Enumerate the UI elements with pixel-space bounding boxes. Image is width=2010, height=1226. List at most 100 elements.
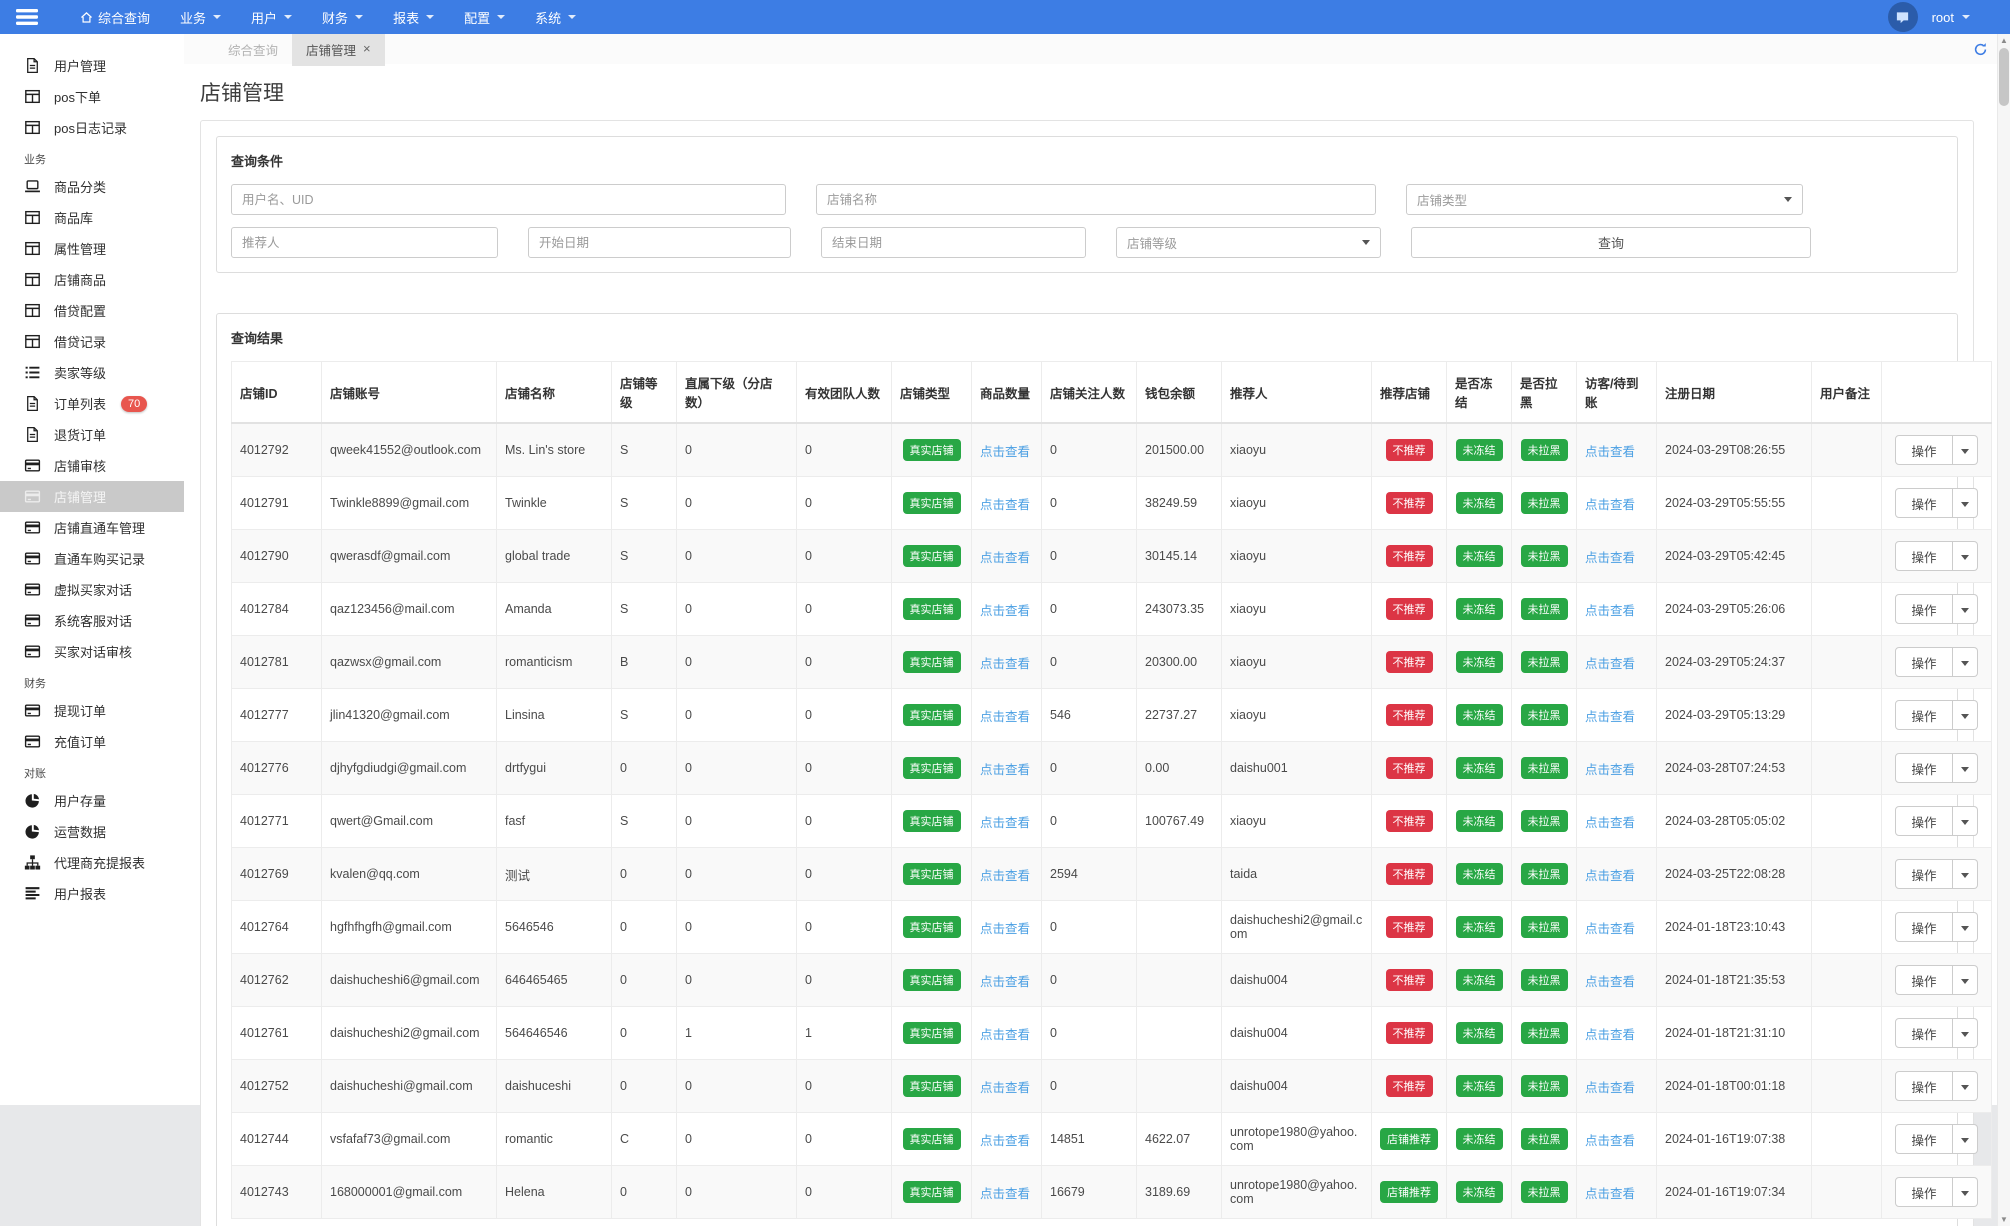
goods-count-link[interactable]: 点击查看 <box>980 762 1031 777</box>
sidebar-item-user-stock[interactable]: 用户存量 <box>0 785 184 816</box>
action-dropdown-button[interactable] <box>1952 1018 1978 1048</box>
visitor-link[interactable]: 点击查看 <box>1585 1186 1636 1201</box>
close-icon[interactable]: × <box>363 41 371 56</box>
scrollbar[interactable]: ▲ ▼ <box>1997 34 2010 1226</box>
user-menu[interactable]: root <box>1932 10 1970 25</box>
action-dropdown-button[interactable] <box>1952 912 1978 942</box>
visitor-link[interactable]: 点击查看 <box>1585 815 1636 830</box>
visitor-link[interactable]: 点击查看 <box>1585 762 1636 777</box>
sidebar-item-agent-recharge-report[interactable]: 代理商充提报表 <box>0 847 184 878</box>
action-button[interactable]: 操作 <box>1895 594 1953 624</box>
visitor-link[interactable]: 点击查看 <box>1585 656 1636 671</box>
action-button[interactable]: 操作 <box>1895 488 1953 518</box>
action-dropdown-button[interactable] <box>1952 700 1978 730</box>
nav-item-finance[interactable]: 财务 <box>322 8 364 27</box>
shop-name-input[interactable] <box>816 184 1376 215</box>
action-button[interactable]: 操作 <box>1895 1124 1953 1154</box>
goods-count-link[interactable]: 点击查看 <box>980 815 1031 830</box>
action-button[interactable]: 操作 <box>1895 700 1953 730</box>
goods-count-link[interactable]: 点击查看 <box>980 1133 1031 1148</box>
visitor-link[interactable]: 点击查看 <box>1585 921 1636 936</box>
action-button[interactable]: 操作 <box>1895 1177 1953 1207</box>
goods-count-link[interactable]: 点击查看 <box>980 1027 1031 1042</box>
goods-count-link[interactable]: 点击查看 <box>980 497 1031 512</box>
visitor-link[interactable]: 点击查看 <box>1585 974 1636 989</box>
visitor-link[interactable]: 点击查看 <box>1585 709 1636 724</box>
action-dropdown-button[interactable] <box>1952 594 1978 624</box>
tab-comprehensive-query[interactable]: 综合查询 <box>214 33 292 66</box>
sidebar-item-shop-audit[interactable]: 店铺审核 <box>0 450 184 481</box>
action-button[interactable]: 操作 <box>1895 1071 1953 1101</box>
start-date-input[interactable] <box>528 227 791 258</box>
sidebar-item-buyer-chat-audit[interactable]: 买家对话审核 <box>0 636 184 667</box>
tab-shop-management[interactable]: 店铺管理 × <box>292 32 385 66</box>
sidebar-item-shop-management[interactable]: 店铺管理 <box>0 481 184 512</box>
scrollbar-thumb[interactable] <box>1999 48 2009 106</box>
refresh-icon[interactable] <box>1973 42 1988 57</box>
action-button[interactable]: 操作 <box>1895 912 1953 942</box>
shop-level-select[interactable]: 店铺等级 <box>1116 227 1381 258</box>
action-button[interactable]: 操作 <box>1895 647 1953 677</box>
action-dropdown-button[interactable] <box>1952 965 1978 995</box>
nav-item-report[interactable]: 报表 <box>393 8 435 27</box>
visitor-link[interactable]: 点击查看 <box>1585 603 1636 618</box>
action-dropdown-button[interactable] <box>1952 1071 1978 1101</box>
sidebar-item-withdraw-order[interactable]: 提现订单 <box>0 695 184 726</box>
action-dropdown-button[interactable] <box>1952 488 1978 518</box>
visitor-link[interactable]: 点击查看 <box>1585 497 1636 512</box>
action-button[interactable]: 操作 <box>1895 965 1953 995</box>
action-dropdown-button[interactable] <box>1952 435 1978 465</box>
goods-count-link[interactable]: 点击查看 <box>980 868 1031 883</box>
action-button[interactable]: 操作 <box>1895 435 1953 465</box>
username-input[interactable] <box>231 184 786 215</box>
sidebar-item-recharge-order[interactable]: 充值订单 <box>0 726 184 757</box>
action-dropdown-button[interactable] <box>1952 1177 1978 1207</box>
chat-button[interactable] <box>1887 2 1918 32</box>
sidebar-item-goods-library[interactable]: 商品库 <box>0 202 184 233</box>
action-dropdown-button[interactable] <box>1952 859 1978 889</box>
sidebar-item-pos-log[interactable]: pos日志记录 <box>0 112 184 143</box>
action-dropdown-button[interactable] <box>1952 647 1978 677</box>
visitor-link[interactable]: 点击查看 <box>1585 1027 1636 1042</box>
visitor-link[interactable]: 点击查看 <box>1585 1133 1636 1148</box>
action-dropdown-button[interactable] <box>1952 1124 1978 1154</box>
nav-item-user[interactable]: 用户 <box>251 8 293 27</box>
nav-item-comprehensive-query[interactable]: 综合查询 <box>80 8 150 27</box>
action-button[interactable]: 操作 <box>1895 753 1953 783</box>
action-dropdown-button[interactable] <box>1952 806 1978 836</box>
sidebar-item-operation-data[interactable]: 运营数据 <box>0 816 184 847</box>
nav-item-config[interactable]: 配置 <box>464 8 506 27</box>
sidebar-item-system-service-chat[interactable]: 系统客服对话 <box>0 605 184 636</box>
visitor-link[interactable]: 点击查看 <box>1585 444 1636 459</box>
sidebar-item-loan-config[interactable]: 借贷配置 <box>0 295 184 326</box>
visitor-link[interactable]: 点击查看 <box>1585 868 1636 883</box>
scroll-up-icon[interactable]: ▲ <box>2000 36 2008 45</box>
search-button[interactable]: 查询 <box>1411 227 1811 258</box>
goods-count-link[interactable]: 点击查看 <box>980 921 1031 936</box>
shop-type-select[interactable]: 店铺类型 <box>1406 184 1803 215</box>
sidebar-item-virtual-buyer-chat[interactable]: 虚拟买家对话 <box>0 574 184 605</box>
action-dropdown-button[interactable] <box>1952 541 1978 571</box>
sidebar-item-goods-category[interactable]: 商品分类 <box>0 171 184 202</box>
scroll-down-icon[interactable]: ▼ <box>2000 1215 2008 1224</box>
goods-count-link[interactable]: 点击查看 <box>980 444 1031 459</box>
goods-count-link[interactable]: 点击查看 <box>980 1080 1031 1095</box>
visitor-link[interactable]: 点击查看 <box>1585 1080 1636 1095</box>
sidebar-item-shop-train-management[interactable]: 店铺直通车管理 <box>0 512 184 543</box>
goods-count-link[interactable]: 点击查看 <box>980 550 1031 565</box>
referrer-input[interactable] <box>231 227 498 258</box>
sidebar-item-attribute-management[interactable]: 属性管理 <box>0 233 184 264</box>
goods-count-link[interactable]: 点击查看 <box>980 603 1031 618</box>
sidebar-item-order-list[interactable]: 订单列表 70 <box>0 388 184 419</box>
menu-toggle-icon[interactable] <box>14 6 40 28</box>
sidebar-item-pos-order[interactable]: pos下单 <box>0 81 184 112</box>
action-button[interactable]: 操作 <box>1895 1018 1953 1048</box>
sidebar-item-user-report[interactable]: 用户报表 <box>0 878 184 909</box>
end-date-input[interactable] <box>821 227 1086 258</box>
sidebar-item-loan-record[interactable]: 借贷记录 <box>0 326 184 357</box>
action-dropdown-button[interactable] <box>1952 753 1978 783</box>
goods-count-link[interactable]: 点击查看 <box>980 709 1031 724</box>
sidebar-item-seller-level[interactable]: 卖家等级 <box>0 357 184 388</box>
action-button[interactable]: 操作 <box>1895 541 1953 571</box>
sidebar-item-user-management[interactable]: 用户管理 <box>0 50 184 81</box>
